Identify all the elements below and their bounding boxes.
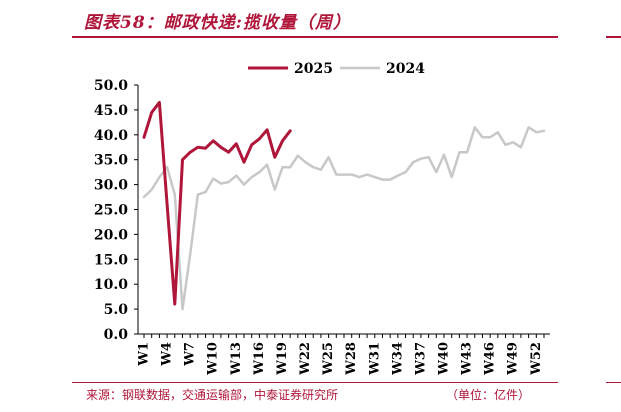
x-tick-label: W40 <box>437 342 452 376</box>
y-tick-label: 45.0 <box>94 103 128 119</box>
unit-note: （单位：亿件） <box>446 388 531 402</box>
y-tick-label: 20.0 <box>94 227 128 243</box>
y-tick-label: 0.0 <box>104 327 129 343</box>
header-rule <box>72 36 558 38</box>
y-tick-label: 15.0 <box>94 252 128 268</box>
y-tick-label: 50.0 <box>94 78 128 94</box>
x-tick-label: W1 <box>137 342 152 367</box>
x-tick-label: W22 <box>298 342 313 376</box>
y-tick-label: 25.0 <box>94 203 128 219</box>
x-tick-label: W34 <box>390 342 405 376</box>
y-tick-label: 30.0 <box>94 178 128 194</box>
figure-label: 图表58： <box>84 13 164 33</box>
x-tick-label: W13 <box>229 342 244 376</box>
x-tick-label: W16 <box>252 342 267 376</box>
series-line-2025 <box>142 100 292 306</box>
x-tick-label: W10 <box>206 342 221 376</box>
chart-title: 图表58：邮政快递:揽收量（周） <box>84 8 351 33</box>
x-tick-label: W49 <box>506 342 521 376</box>
x-tick-label: W28 <box>344 342 359 376</box>
x-tick-label: W52 <box>529 342 544 376</box>
x-tick-label: W37 <box>413 342 428 376</box>
footer-rule <box>72 382 558 383</box>
x-tick-label: W25 <box>321 342 336 376</box>
x-tick-label: W43 <box>460 342 475 376</box>
legend-label-2025: 2025 <box>294 61 333 77</box>
x-tick-label: W31 <box>367 342 382 376</box>
x-tick-label: W19 <box>275 342 290 376</box>
legend-label-2024: 2024 <box>386 61 425 77</box>
x-tick-label: W7 <box>183 342 198 367</box>
series-line-2024 <box>142 126 546 311</box>
x-tick-label: W4 <box>160 342 175 367</box>
header-rule-right <box>606 36 621 38</box>
y-tick-label: 35.0 <box>94 153 128 169</box>
footer-rule-right <box>606 382 621 383</box>
x-tick-label: W46 <box>483 342 498 376</box>
y-tick-label: 5.0 <box>104 302 129 318</box>
source-note: 来源：钢联数据，交通运输部，中泰证券研究所 <box>86 388 339 402</box>
y-tick-label: 40.0 <box>94 128 128 144</box>
y-tick-label: 10.0 <box>94 277 128 293</box>
figure-title: 邮政快递:揽收量（周） <box>163 13 351 33</box>
